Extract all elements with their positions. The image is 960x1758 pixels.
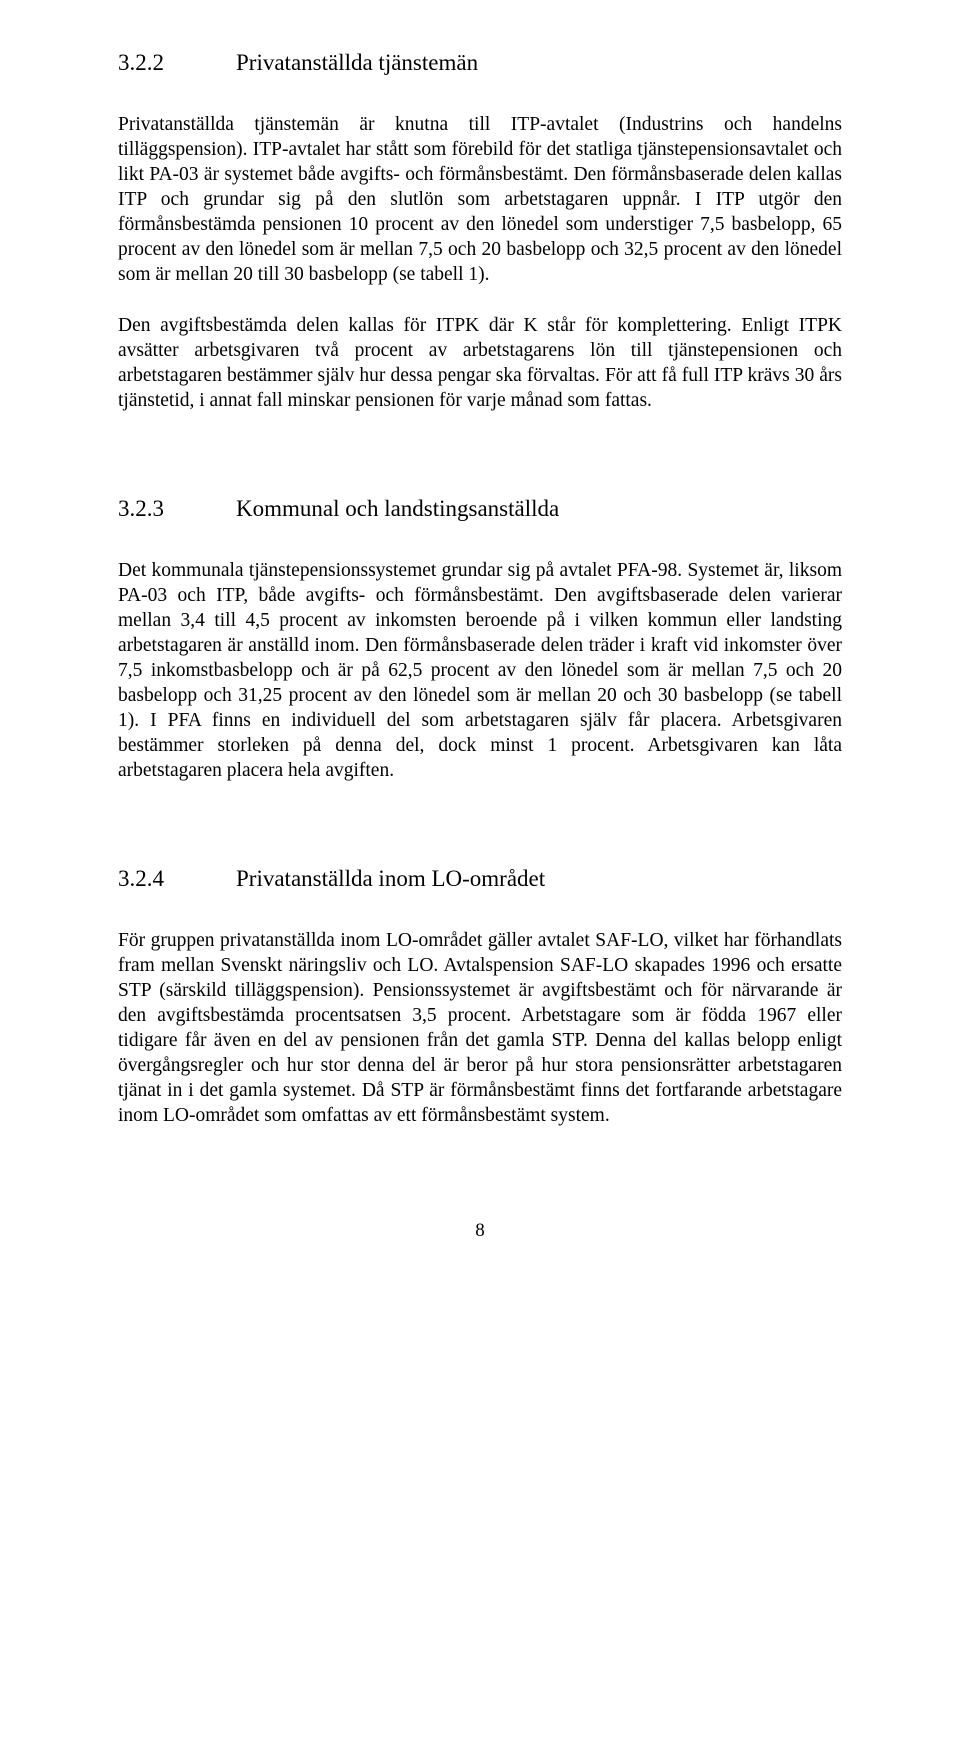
section-number: 3.2.3	[118, 494, 236, 523]
section-heading-322: 3.2.2 Privatanställda tjänstemän	[118, 48, 842, 77]
section-number: 3.2.4	[118, 864, 236, 893]
body-paragraph: För gruppen privatanställda inom LO-områ…	[118, 929, 842, 1129]
section-title: Privatanställda tjänstemän	[236, 48, 478, 77]
section-title: Privatanställda inom LO-området	[236, 864, 545, 893]
page-number: 8	[118, 1219, 842, 1243]
section-number: 3.2.2	[118, 48, 236, 77]
body-paragraph: Privatanställda tjänstemän är knutna til…	[118, 113, 842, 288]
body-paragraph: Det kommunala tjänstepensionssystemet gr…	[118, 559, 842, 784]
section-title: Kommunal och landstingsanställda	[236, 494, 559, 523]
section-heading-323: 3.2.3 Kommunal och landstingsanställda	[118, 494, 842, 523]
section-heading-324: 3.2.4 Privatanställda inom LO-området	[118, 864, 842, 893]
body-paragraph: Den avgiftsbestämda delen kallas för ITP…	[118, 314, 842, 414]
